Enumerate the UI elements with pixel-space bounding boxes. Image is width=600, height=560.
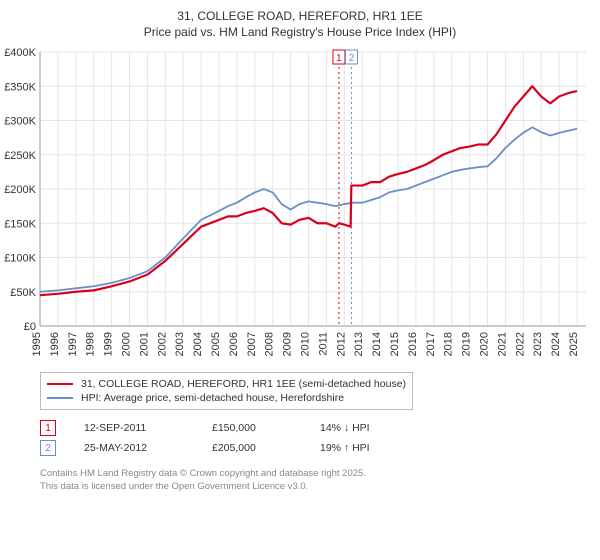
x-tick-label: 2009 [282, 332, 294, 356]
y-tick-label: £400K [4, 47, 36, 59]
sale-row: 1 12-SEP-2011 £150,000 14% ↓ HPI [40, 418, 596, 438]
sale-date: 12-SEP-2011 [84, 422, 184, 434]
x-tick-label: 2001 [138, 332, 150, 356]
x-tick-label: 2006 [228, 332, 240, 356]
legend-item: 31, COLLEGE ROAD, HEREFORD, HR1 1EE (sem… [47, 377, 406, 391]
sale-price: £205,000 [212, 442, 292, 454]
x-tick-label: 2021 [496, 332, 508, 356]
price-chart: £0 £50K £100K £150K £200K £250K £300K £350K £400… [0, 46, 596, 366]
x-tick-label: 2020 [479, 332, 491, 356]
x-tick-label: 1997 [67, 332, 79, 356]
x-tick-label: 2011 [317, 332, 329, 356]
x-tick-label: 2012 [335, 332, 347, 356]
x-tick-label: 2023 [532, 332, 544, 356]
x-tick-label: 2014 [371, 332, 383, 356]
sale-delta: 14% ↓ HPI [320, 422, 420, 434]
x-tick-label: 1998 [85, 332, 97, 356]
chart-title: 31, COLLEGE ROAD, HEREFORD, HR1 1EE Pric… [0, 8, 600, 40]
y-tick-label: £250K [4, 150, 36, 162]
x-tick-label: 2004 [192, 332, 204, 356]
sale-badge: 2 [40, 440, 56, 456]
sales-table: 1 12-SEP-2011 £150,000 14% ↓ HPI 2 25-MAY-201… [40, 418, 596, 458]
y-tick-label: £0 [24, 321, 36, 333]
legend-label: 31, COLLEGE ROAD, HEREFORD, HR1 1EE (sem… [81, 378, 406, 390]
footer-line1: Contains HM Land Registry data © Crown c… [40, 468, 596, 480]
y-tick-label: £300K [4, 116, 36, 128]
x-tick-label: 2002 [156, 332, 168, 356]
sale-marker-label: 2 [349, 53, 355, 64]
x-tick-label: 2003 [174, 332, 186, 356]
x-tick-label: 2007 [246, 332, 258, 356]
x-tick-label: 1999 [103, 332, 115, 356]
x-tick-label: 2022 [514, 332, 526, 356]
y-tick-label: £100K [4, 253, 36, 265]
x-tick-label: 2000 [121, 332, 133, 356]
footer-line2: This data is licensed under the Open Gov… [40, 481, 596, 493]
sale-price: £150,000 [212, 422, 292, 434]
x-tick-label: 1995 [31, 332, 43, 356]
sale-badge: 1 [40, 420, 56, 436]
x-tick-label: 2017 [425, 332, 437, 356]
x-tick-label: 2025 [568, 332, 580, 356]
title-line1: 31, COLLEGE ROAD, HEREFORD, HR1 1EE [0, 8, 600, 24]
legend-swatch [47, 383, 73, 385]
x-tick-label: 2019 [461, 332, 473, 356]
x-tick-label: 2013 [353, 332, 365, 356]
attribution: Contains HM Land Registry data © Crown c… [40, 468, 596, 493]
x-tick-label: 2024 [550, 332, 562, 356]
x-tick-label: 2010 [300, 332, 312, 356]
legend-box: 31, COLLEGE ROAD, HEREFORD, HR1 1EE (sem… [40, 372, 413, 410]
y-tick-label: £200K [4, 184, 36, 196]
y-tick-label: £150K [4, 219, 36, 231]
x-tick-label: 2018 [443, 332, 455, 356]
legend-label: HPI: Average price, semi-detached house,… [81, 392, 344, 404]
x-tick-label: 2005 [210, 332, 222, 356]
x-tick-label: 1996 [49, 332, 61, 356]
sale-date: 25-MAY-2012 [84, 442, 184, 454]
x-tick-label: 2008 [264, 332, 276, 356]
x-tick-label: 2015 [389, 332, 401, 356]
sale-marker-label: 1 [336, 53, 342, 64]
x-tick-label: 2016 [407, 332, 419, 356]
chart-svg: £0 £50K £100K £150K £200K £250K £300K £350K £400… [0, 46, 592, 366]
title-line2: Price paid vs. HM Land Registry's House … [0, 24, 600, 40]
sale-row: 2 25-MAY-2012 £205,000 19% ↑ HPI [40, 438, 596, 458]
legend-swatch [47, 397, 73, 399]
sale-delta: 19% ↑ HPI [320, 442, 420, 454]
y-tick-label: £350K [4, 82, 36, 94]
legend-item: HPI: Average price, semi-detached house,… [47, 391, 406, 405]
y-tick-label: £50K [10, 287, 36, 299]
